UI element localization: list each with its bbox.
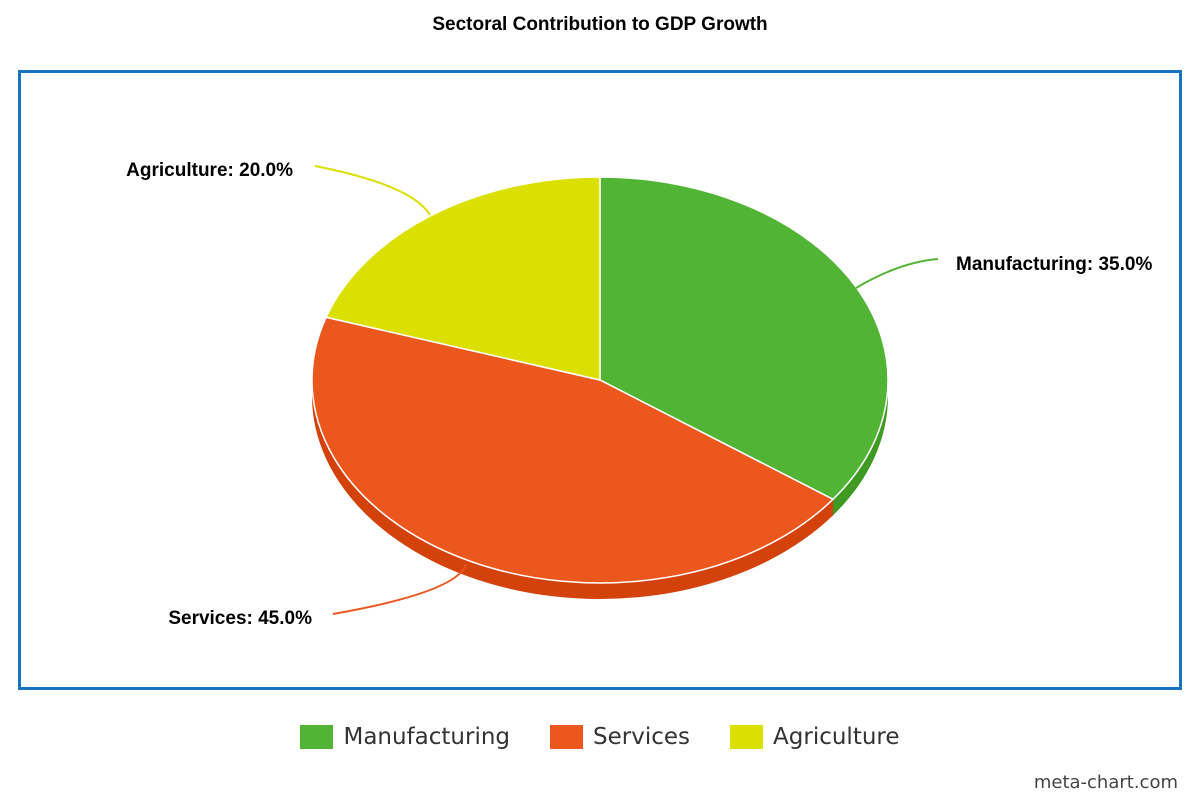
- chart-title: Sectoral Contribution to GDP Growth: [432, 14, 768, 35]
- legend-item-manufacturing[interactable]: Manufacturing: [300, 724, 510, 750]
- leader-line-manufacturing: [855, 258, 939, 289]
- slice-label-services: Services: 45.0%: [168, 608, 312, 629]
- slice-label-agriculture: Agriculture: 20.0%: [126, 160, 293, 181]
- pie-slices: [311, 176, 889, 584]
- leader-line-services: [332, 563, 467, 615]
- legend-item-services[interactable]: Services: [550, 724, 690, 750]
- legend-swatch-services: [550, 725, 584, 749]
- legend-label-manufacturing: Manufacturing: [343, 724, 511, 750]
- slice-label-manufacturing: Manufacturing: 35.0%: [956, 254, 1152, 275]
- legend-swatch-manufacturing: [300, 725, 334, 749]
- pie-3d-sides: [312, 380, 888, 599]
- label-leader-lines: [314, 165, 939, 615]
- legend-swatch-agriculture: [730, 725, 764, 749]
- legend-label-agriculture: Agriculture: [773, 724, 900, 750]
- slice-side-manufacturing: [832, 380, 888, 516]
- legend-label-services: Services: [593, 724, 691, 750]
- legend-item-agriculture[interactable]: Agriculture: [730, 724, 900, 750]
- slice-services[interactable]: [311, 316, 834, 584]
- leader-line-agriculture: [314, 165, 431, 216]
- credit-text: meta-chart.com: [1033, 772, 1178, 793]
- legend: Manufacturing Services Agriculture: [0, 724, 1200, 750]
- chart-frame: [18, 70, 1182, 690]
- slice-labels: Manufacturing: 35.0% Services: 45.0% Agric…: [126, 160, 1152, 629]
- slice-agriculture[interactable]: [325, 176, 601, 381]
